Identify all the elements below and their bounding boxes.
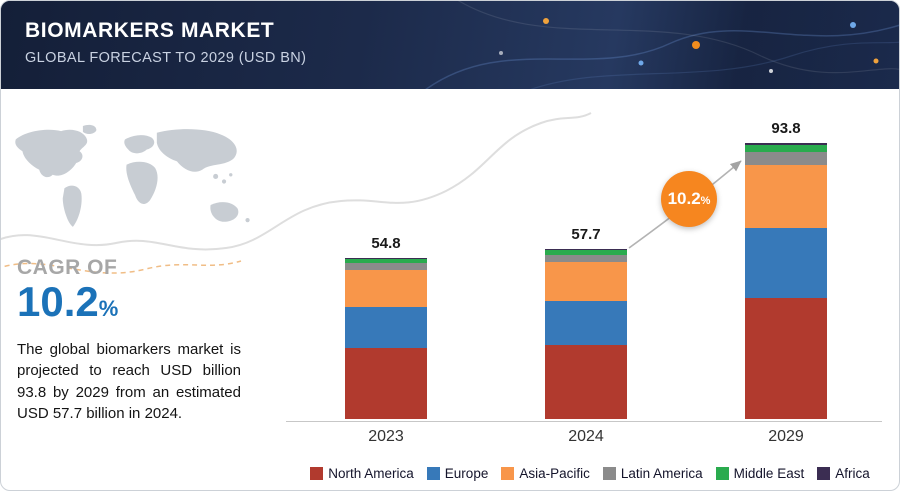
- legend-swatch-europe: [426, 467, 440, 480]
- stack-2023: [345, 257, 427, 419]
- chart-legend: North America Europe Asia-Pacific Latin Ame…: [289, 466, 891, 481]
- legend-label-latin-america: Latin America: [620, 466, 703, 481]
- header-band: BIOMARKERS MARKET GLOBAL FORECAST TO 202…: [1, 1, 899, 89]
- segment-latin-america-2024: [545, 254, 627, 263]
- x-axis-line: [286, 421, 882, 422]
- legend-swatch-latin-america: [602, 467, 616, 480]
- legend-label-europe: Europe: [444, 466, 489, 481]
- stack-2029: [745, 143, 827, 419]
- legend-item-asia-pacific: Asia-Pacific: [501, 466, 590, 481]
- legend-item-middle-east: Middle East: [715, 466, 805, 481]
- legend-swatch-asia-pacific: [501, 467, 515, 480]
- cagr-number: 10.2: [17, 278, 99, 325]
- bar-2029: 93.8 2029: [745, 120, 827, 445]
- segment-latin-america-2029: [745, 151, 827, 165]
- plexus-network-graphic: [425, 1, 899, 89]
- total-label-2023: 54.8: [371, 234, 401, 252]
- segment-middle-east-2024: [545, 250, 627, 255]
- segment-north-america-2024: [545, 344, 627, 419]
- legend-item-europe: Europe: [426, 466, 489, 481]
- market-description: The global biomarkers market is projecte…: [17, 341, 241, 422]
- world-map-graphic: [15, 124, 250, 227]
- segment-africa-2029: [745, 143, 827, 145]
- segment-asia-pacific-2024: [545, 262, 627, 302]
- segment-africa-2023: [345, 257, 427, 259]
- legend-label-africa: Africa: [835, 466, 870, 481]
- cagr-badge: 10.2 %: [661, 171, 717, 227]
- bar-chart: 54.8 2023 57.7 2024 93.8 2029: [286, 109, 882, 445]
- bar-2023: 54.8 2023: [345, 235, 427, 445]
- segment-asia-pacific-2029: [745, 164, 827, 228]
- x-tick-2029: 2029: [768, 428, 804, 445]
- total-label-2029: 93.8: [771, 120, 801, 138]
- legend-item-latin-america: Latin America: [602, 466, 703, 481]
- segment-middle-east-2029: [745, 144, 827, 152]
- legend-item-north-america: North America: [310, 466, 414, 481]
- badge-percent-sign: %: [700, 194, 711, 207]
- cagr-block: CAGR OF 10.2%: [17, 256, 118, 324]
- segment-europe-2023: [345, 307, 427, 349]
- bar-2024: 57.7 2024: [545, 226, 627, 445]
- segment-asia-pacific-2023: [345, 270, 427, 308]
- legend-label-middle-east: Middle East: [733, 466, 805, 481]
- legend-label-north-america: North America: [328, 466, 414, 481]
- cagr-label: CAGR OF: [17, 256, 118, 279]
- cagr-value: 10.2%: [17, 278, 119, 325]
- legend-swatch-middle-east: [715, 467, 729, 480]
- legend-item-africa: Africa: [817, 466, 870, 481]
- segment-middle-east-2023: [345, 258, 427, 264]
- page-title: BIOMARKERS MARKET: [25, 19, 275, 42]
- x-tick-2023: 2023: [368, 428, 404, 445]
- legend-swatch-north-america: [310, 467, 324, 480]
- total-label-2024: 57.7: [571, 226, 601, 244]
- legend-label-asia-pacific: Asia-Pacific: [519, 466, 590, 481]
- x-tick-2024: 2024: [568, 428, 604, 445]
- badge-number: 10.2: [667, 189, 701, 208]
- cagr-percent-sign: %: [98, 296, 119, 321]
- segment-north-america-2029: [745, 298, 827, 419]
- segment-north-america-2023: [345, 348, 427, 419]
- segment-europe-2029: [745, 227, 827, 299]
- legend-swatch-africa: [817, 467, 831, 480]
- stack-2024: [545, 249, 627, 419]
- segment-europe-2024: [545, 301, 627, 345]
- page-subtitle: GLOBAL FORECAST TO 2029 (USD BN): [25, 50, 307, 66]
- segment-latin-america-2023: [345, 263, 427, 271]
